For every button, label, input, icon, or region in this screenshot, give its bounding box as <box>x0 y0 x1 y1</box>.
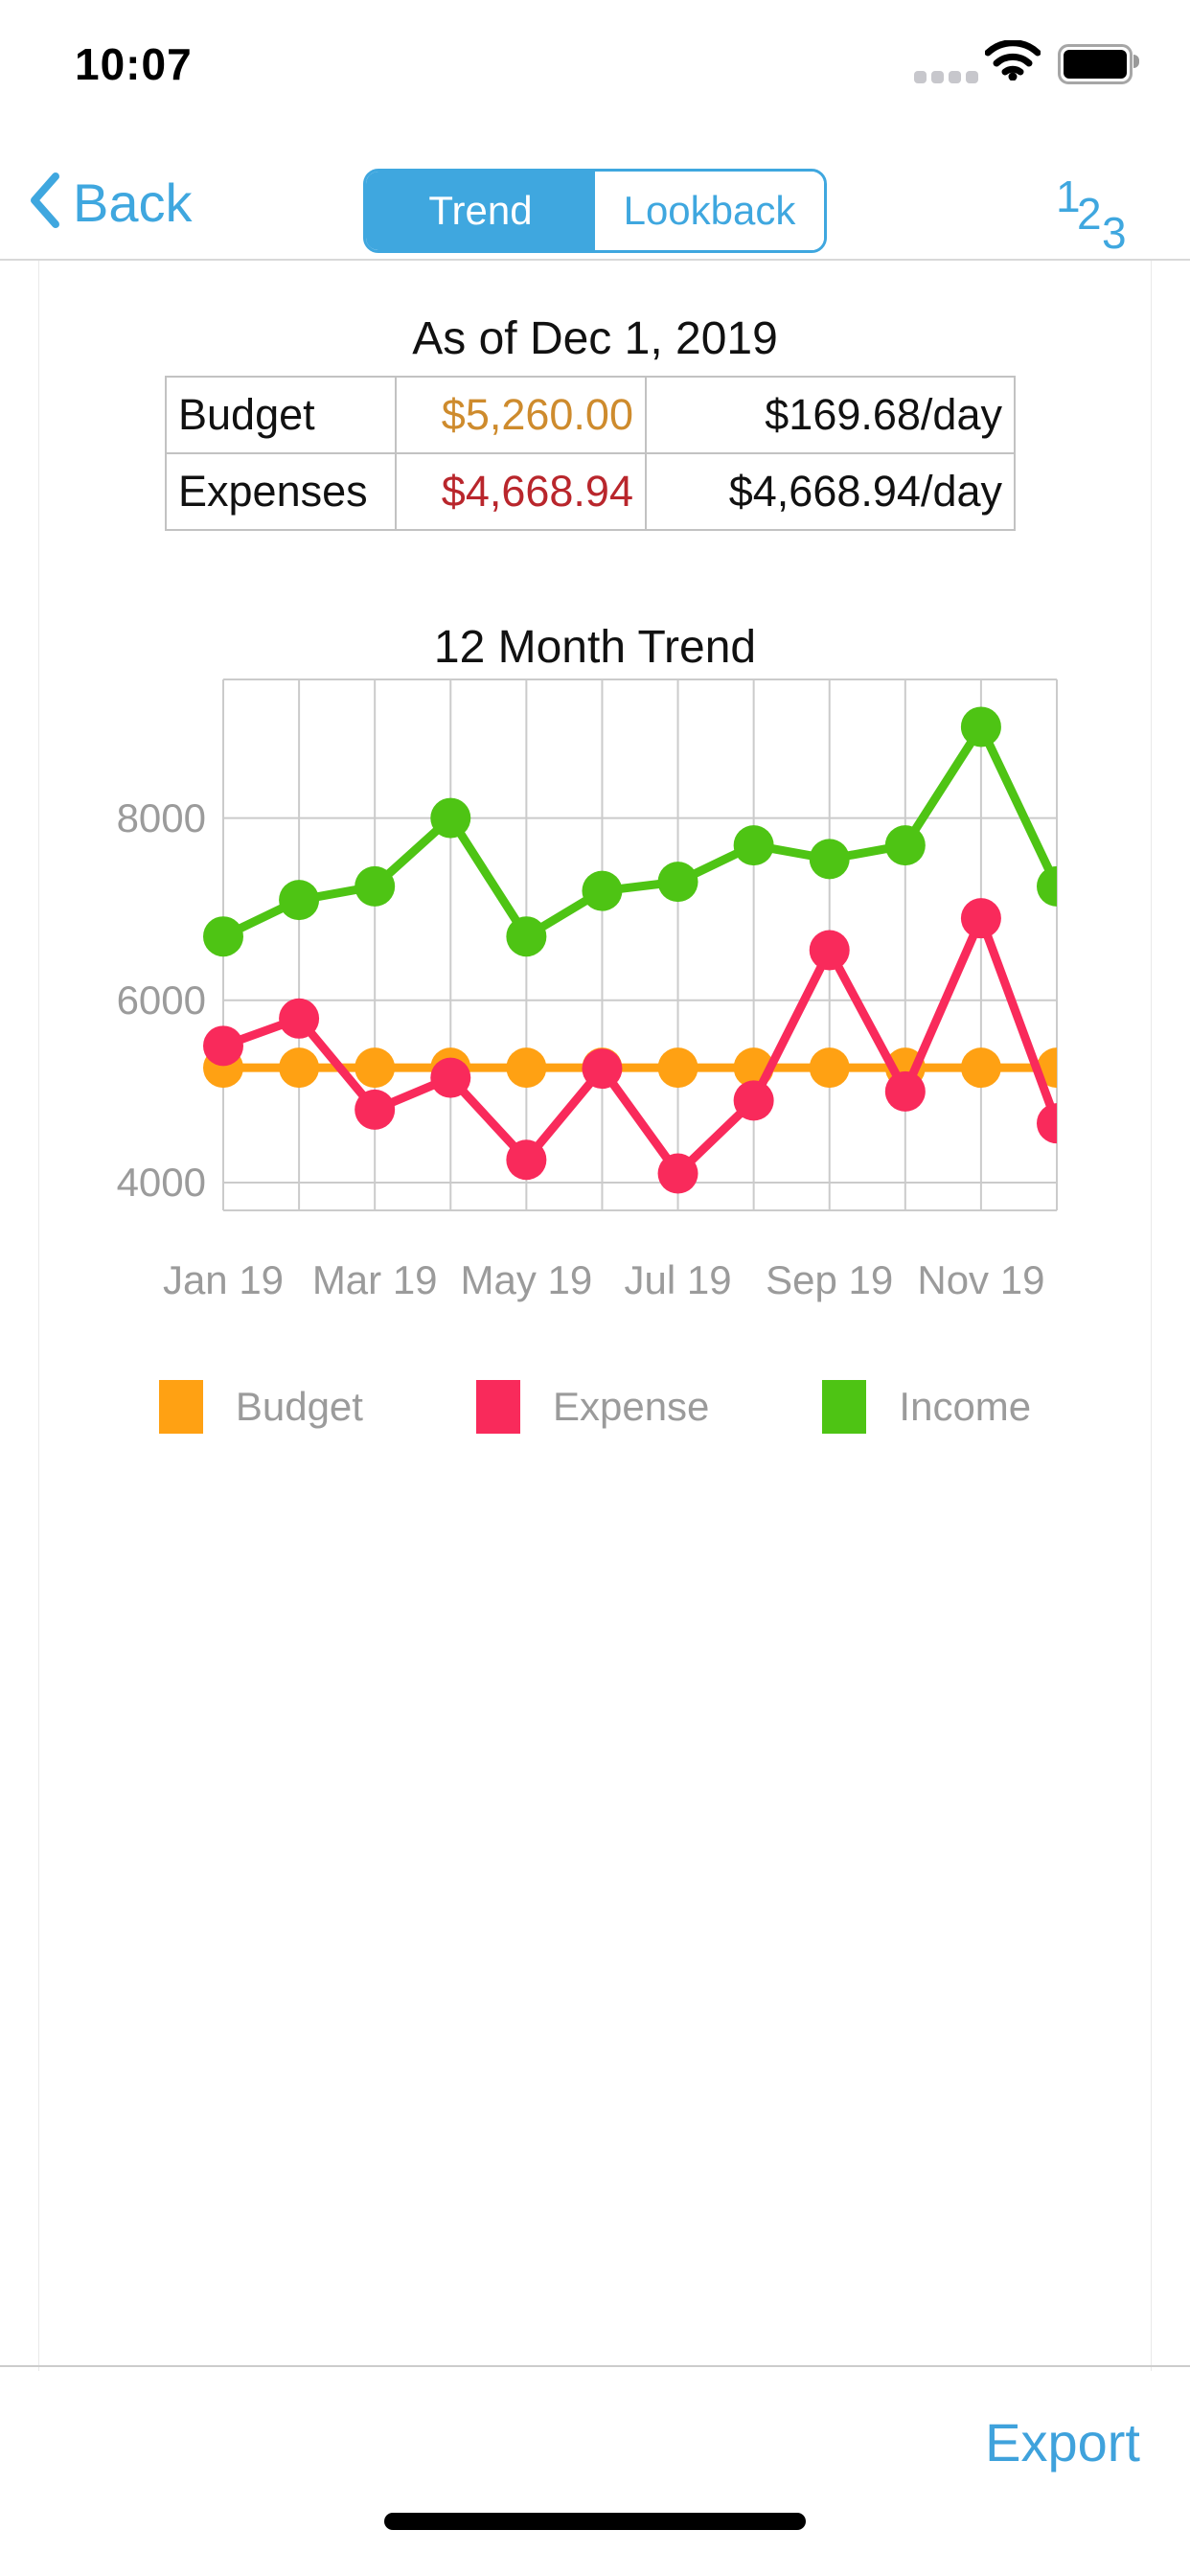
expenses-label: Expenses <box>165 452 397 531</box>
wifi-icon <box>984 39 1041 85</box>
x-tick-label: May 19 <box>460 1257 593 1302</box>
budget-amount: $5,260.00 <box>395 376 647 454</box>
table-row-expenses: Expenses $4,668.94 $4,668.94/day <box>165 452 1016 531</box>
trend-line-chart <box>0 661 1190 1236</box>
status-time: 10:07 <box>75 39 193 89</box>
digit-3: 3 <box>1102 208 1127 258</box>
content-right-edge <box>1151 261 1152 2371</box>
legend-item-expense: Expense <box>475 1380 710 1434</box>
legend-label-budget: Budget <box>235 1384 363 1429</box>
content-left-edge <box>38 261 39 2371</box>
digit-2: 2 <box>1077 189 1102 239</box>
expenses-amount: $4,668.94 <box>395 452 647 531</box>
battery-icon <box>1058 44 1133 84</box>
budget-summary-table: Budget $5,260.00 $169.68/day Expenses $4… <box>165 376 1016 531</box>
export-button[interactable]: Export <box>985 2412 1140 2472</box>
home-indicator[interactable] <box>384 2513 806 2530</box>
y-tick-label: 4000 <box>116 1159 206 1205</box>
digit-1: 1 <box>1056 172 1081 221</box>
x-tick-label: Nov 19 <box>917 1257 1045 1302</box>
legend-item-income: Income <box>822 1380 1031 1434</box>
as-of-date-title: As of Dec 1, 2019 <box>412 313 778 364</box>
numbers-123-button[interactable]: 1 2 3 <box>1050 171 1136 266</box>
y-tick-label: 8000 <box>116 794 206 840</box>
chart-title: 12 Month Trend <box>433 622 757 673</box>
expenses-per-day: $4,668.94/day <box>645 452 1016 531</box>
battery-cap <box>1133 55 1139 68</box>
legend-label-income: Income <box>899 1384 1032 1429</box>
legend-item-budget: Budget <box>158 1380 363 1434</box>
expense-swatch-icon <box>475 1380 520 1434</box>
y-tick-label: 6000 <box>116 977 206 1023</box>
x-tick-label: Sep 19 <box>766 1257 894 1302</box>
cellular-signal-icon <box>914 71 978 83</box>
income-swatch-icon <box>822 1380 867 1434</box>
back-button[interactable]: Back <box>29 171 193 235</box>
back-button-label: Back <box>73 172 193 233</box>
budget-swatch-icon <box>158 1380 203 1434</box>
budget-label: Budget <box>165 376 397 454</box>
budget-per-day: $169.68/day <box>645 376 1016 454</box>
legend-label-expense: Expense <box>552 1384 710 1429</box>
x-tick-label: Jan 19 <box>162 1257 285 1302</box>
toolbar-divider <box>0 2365 1190 2367</box>
tab-trend[interactable]: Trend <box>366 172 595 250</box>
chart-legend: Budget Expense Income <box>0 1380 1190 1434</box>
chevron-left-icon <box>29 171 61 235</box>
x-tick-label: Mar 19 <box>311 1257 438 1302</box>
x-tick-label: Jul 19 <box>624 1257 732 1302</box>
table-row-budget: Budget $5,260.00 $169.68/day <box>165 376 1016 454</box>
trend-lookback-segmented-control: Trend Lookback <box>363 169 827 253</box>
nav-divider <box>0 259 1190 261</box>
tab-lookback[interactable]: Lookback <box>595 172 824 250</box>
